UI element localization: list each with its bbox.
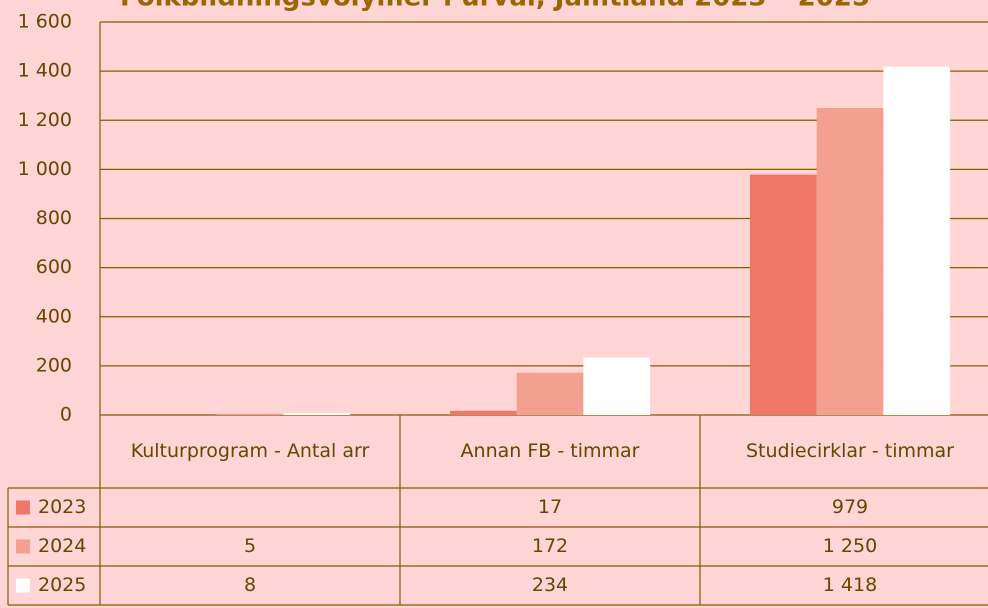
table-value: 979 — [832, 496, 868, 518]
legend-swatch — [16, 500, 30, 515]
table-value: 5 — [244, 535, 256, 557]
y-tick-label: 0 — [60, 404, 72, 426]
table-value: 17 — [538, 496, 562, 518]
bar — [883, 66, 951, 416]
legend-label: 2024 — [38, 535, 86, 557]
legend-label: 2023 — [38, 496, 86, 518]
legend-label: 2025 — [38, 574, 86, 596]
bar — [283, 413, 351, 415]
y-tick-label: 1 600 — [18, 11, 72, 33]
y-tick-label: 400 — [36, 305, 72, 327]
x-tick-label: Studiecirklar - timmar — [746, 440, 954, 463]
bar — [750, 174, 817, 415]
bar — [516, 372, 584, 415]
table-value: 1 250 — [823, 535, 877, 557]
y-tick-label: 1 000 — [18, 158, 72, 180]
bar — [583, 357, 651, 415]
x-tick-label: Annan FB - timmar — [460, 440, 640, 463]
y-tick-label: 800 — [36, 207, 72, 229]
x-tick-label-box: Annan FB - timmar — [460, 440, 640, 463]
bar — [450, 410, 517, 415]
y-tick-label: 1 200 — [18, 109, 72, 131]
y-tick-label: 1 400 — [18, 60, 72, 82]
table-value: 8 — [244, 574, 256, 596]
legend-swatch — [16, 539, 30, 554]
legend-swatch — [16, 578, 30, 593]
x-tick-label-box: Studiecirklar - timmar — [746, 440, 954, 463]
y-tick-label: 600 — [36, 256, 72, 278]
bar — [816, 107, 884, 415]
table-value: 1 418 — [823, 574, 877, 596]
x-tick-label-box: Kulturprogram - Antal arr — [130, 440, 370, 463]
y-tick-label: 200 — [36, 354, 72, 376]
table-value: 234 — [532, 574, 568, 596]
x-tick-label: Kulturprogram - Antal arr — [130, 440, 370, 463]
table-value: 172 — [532, 535, 568, 557]
chart-title: Folkbildningsvolymer i urval, Jämtland 2… — [120, 0, 870, 13]
bar — [216, 413, 284, 415]
